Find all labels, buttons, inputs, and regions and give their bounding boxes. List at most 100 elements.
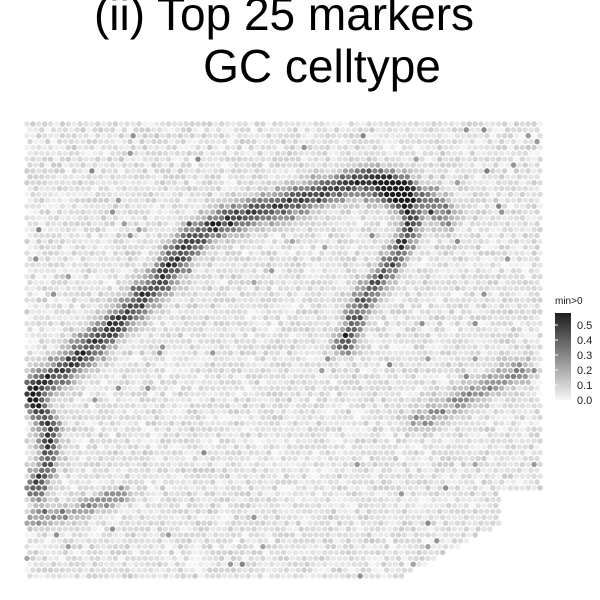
spot	[257, 303, 263, 309]
spot	[475, 209, 481, 215]
spot	[198, 432, 204, 438]
spot	[207, 203, 213, 209]
spot	[342, 320, 349, 327]
spot	[236, 332, 242, 339]
spot	[207, 121, 213, 127]
spot	[41, 250, 48, 256]
spot	[165, 285, 172, 292]
spot	[487, 420, 493, 427]
spot	[375, 408, 381, 415]
spot	[475, 232, 481, 239]
spot	[445, 432, 452, 438]
spot	[80, 185, 86, 192]
spot	[504, 444, 511, 450]
spot	[475, 162, 481, 168]
spot	[221, 174, 228, 180]
spot	[165, 168, 172, 174]
spot	[304, 444, 310, 450]
spot	[307, 391, 313, 397]
spot	[47, 226, 54, 233]
spot	[375, 244, 381, 250]
spot	[516, 315, 523, 321]
spot	[254, 309, 260, 315]
spot	[221, 197, 228, 204]
spot	[327, 361, 334, 368]
spot	[92, 138, 98, 145]
spot	[195, 344, 201, 350]
spot	[354, 215, 360, 221]
spot	[33, 291, 39, 297]
spot	[472, 367, 478, 374]
spot	[395, 226, 402, 233]
spot	[431, 450, 437, 456]
spot	[389, 438, 396, 444]
spot	[339, 174, 346, 180]
spot	[162, 256, 169, 262]
spot	[269, 232, 275, 239]
spot	[148, 215, 154, 221]
spot	[537, 438, 543, 444]
spot	[254, 226, 260, 233]
spot	[218, 191, 225, 198]
spot	[496, 262, 502, 268]
spot	[292, 444, 298, 450]
spot	[295, 332, 301, 339]
spot	[386, 315, 393, 321]
spot	[201, 356, 207, 362]
spot	[440, 127, 446, 133]
spot	[47, 426, 54, 432]
spot	[183, 379, 189, 385]
spot	[210, 397, 216, 403]
spot	[392, 221, 399, 227]
spot	[351, 244, 357, 250]
spot	[118, 168, 125, 174]
spot	[360, 203, 366, 209]
spot	[130, 426, 136, 432]
spot	[269, 127, 275, 133]
spot	[151, 256, 157, 262]
spot	[301, 356, 307, 362]
spot	[56, 232, 63, 239]
spot	[62, 408, 69, 415]
spot	[24, 250, 30, 256]
spot	[30, 144, 36, 151]
spot	[522, 138, 528, 145]
spot	[310, 197, 316, 204]
spot	[154, 403, 160, 409]
spot	[325, 450, 331, 456]
spot	[445, 244, 452, 250]
spot	[227, 291, 234, 297]
spot	[493, 350, 499, 356]
spot	[428, 232, 434, 239]
spot	[392, 244, 399, 250]
spot	[389, 344, 396, 350]
spot	[277, 156, 284, 162]
spot	[260, 156, 266, 162]
spot	[260, 215, 266, 221]
spot	[189, 250, 195, 256]
spot	[283, 215, 290, 221]
spot	[277, 133, 284, 139]
spot	[286, 268, 293, 274]
spot	[519, 438, 526, 444]
spot	[89, 144, 95, 151]
spot	[534, 326, 540, 333]
spot	[154, 168, 160, 174]
spot	[322, 279, 328, 286]
spot	[100, 285, 107, 292]
spot	[378, 285, 384, 292]
spot	[295, 344, 301, 350]
spot	[186, 162, 192, 168]
spot	[201, 426, 207, 432]
spot	[366, 450, 372, 456]
spot	[106, 414, 113, 421]
spot	[510, 315, 517, 321]
spot	[280, 326, 287, 333]
spot	[425, 285, 431, 292]
spot	[280, 303, 287, 309]
spot	[537, 226, 543, 233]
spot	[124, 320, 130, 327]
spot	[254, 367, 260, 374]
spot	[513, 379, 520, 385]
spot	[351, 256, 357, 262]
